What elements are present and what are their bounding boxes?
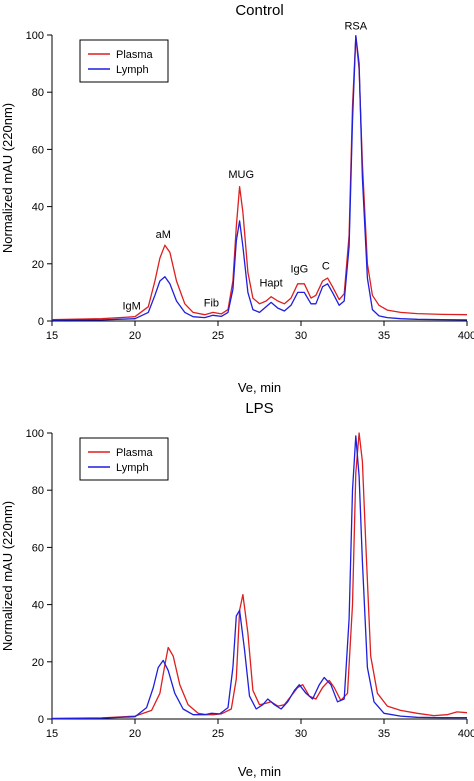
y-axis-label: Normalized mAU (220nm) — [0, 501, 15, 651]
legend-label: Plasma — [116, 447, 154, 459]
y-tick-label: 80 — [32, 87, 44, 99]
y-tick-label: 0 — [38, 316, 44, 328]
series-line-lymph — [51, 34, 468, 321]
x-tick-label: 35 — [378, 728, 390, 740]
x-tick-label: 30 — [295, 330, 307, 342]
x-tick-label: 35 — [378, 330, 390, 342]
chart-title: Control — [235, 2, 283, 19]
y-tick-label: 60 — [32, 542, 44, 554]
x-tick-label: 20 — [129, 728, 141, 740]
y-tick-label: 80 — [32, 485, 44, 497]
y-tick-label: 20 — [32, 259, 44, 271]
y-tick-label: 100 — [26, 428, 44, 440]
legend: Plasma Lymph — [79, 437, 169, 481]
x-axis-label: Ve, min — [238, 380, 281, 395]
peak-annotation: RSA — [344, 20, 367, 32]
chart-panel-1: Control 15 20 25 30 35 400 0 20 40 60 80 100 Ve, min N… — [0, 2, 474, 395]
x-tick-label: 25 — [212, 728, 224, 740]
chart-panel-2: LPS 15 20 25 30 35 400 0 20 40 60 80 100 Ve, min Norma… — [0, 400, 474, 779]
y-tick-label: 0 — [38, 714, 44, 726]
x-tick-label: 400 — [458, 330, 474, 342]
x-tick-label: 15 — [46, 330, 58, 342]
peak-annotation: Fib — [204, 298, 219, 310]
chart-title: LPS — [245, 400, 273, 417]
peak-annotation: C — [322, 261, 330, 273]
y-tick-label: 60 — [32, 144, 44, 156]
legend: Plasma Lymph — [79, 39, 169, 83]
y-tick-label: 40 — [32, 202, 44, 214]
peak-annotation: MUG — [228, 169, 254, 181]
legend-label: Lymph — [116, 462, 149, 474]
y-axis-label: Normalized mAU (220nm) — [0, 103, 15, 253]
x-tick-label: 15 — [46, 728, 58, 740]
series-line-lymph — [51, 435, 467, 720]
x-tick-label: 25 — [212, 330, 224, 342]
legend-box — [79, 39, 169, 83]
peak-annotation: IgG — [290, 263, 308, 275]
y-tick-label: 40 — [32, 600, 44, 612]
x-axis-label: Ve, min — [238, 764, 281, 779]
x-tick-label: 20 — [129, 330, 141, 342]
x-tick-label: 400 — [458, 728, 474, 740]
peak-annotation: IgM — [123, 301, 141, 313]
peak-annotation: Hapt — [259, 278, 282, 290]
x-tick-label: 30 — [295, 728, 307, 740]
legend-box — [79, 437, 169, 481]
y-tick-label: 100 — [26, 30, 44, 42]
y-tick-label: 20 — [32, 657, 44, 669]
legend-label: Lymph — [116, 64, 149, 76]
legend-label: Plasma — [116, 49, 154, 61]
peak-annotation: aM — [156, 229, 171, 241]
